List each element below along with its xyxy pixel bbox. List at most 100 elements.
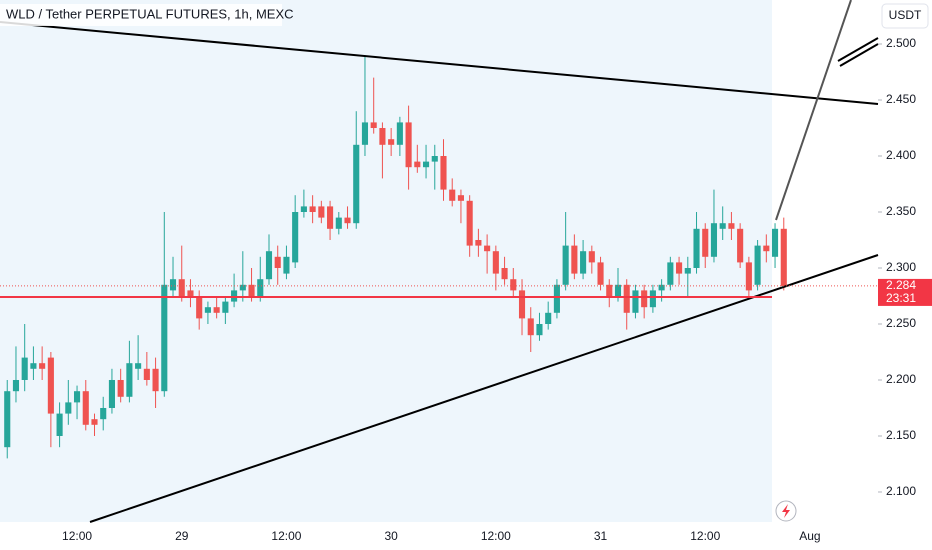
candle-body: [405, 122, 412, 168]
candle-body: [257, 279, 264, 296]
candle-body: [213, 307, 220, 313]
y-tick-label: 2.100: [886, 484, 916, 498]
countdown-label: 23:31: [886, 291, 916, 305]
candle-body: [518, 290, 526, 319]
y-tick-label: 2.400: [886, 148, 916, 162]
candle-body: [422, 161, 430, 168]
candle-body: [763, 245, 770, 252]
candle-body: [501, 267, 508, 280]
candle-body: [327, 206, 334, 229]
candle-body: [318, 206, 325, 218]
trend-line: [89, 254, 879, 523]
candle-body: [771, 228, 779, 257]
candle-body: [710, 223, 718, 257]
candle-body: [300, 206, 307, 213]
candle-body: [12, 379, 20, 392]
candle-body: [231, 290, 238, 302]
candle-body: [117, 379, 124, 397]
candle-body: [414, 161, 421, 168]
y-tick-label: 2.350: [886, 204, 916, 218]
candle-body: [545, 312, 552, 324]
candle-body: [135, 363, 142, 369]
candle-body: [588, 251, 595, 263]
currency-label[interactable]: USDT: [889, 8, 922, 22]
candle-body: [457, 195, 464, 201]
candle-body: [248, 284, 255, 296]
y-tick-label: 2.300: [886, 260, 916, 274]
y-tick-label: 2.500: [886, 36, 916, 50]
candle-body: [658, 284, 665, 291]
y-tick-label: 2.200: [886, 372, 916, 386]
candle-body: [178, 279, 185, 296]
x-tick-label: 12:00: [271, 529, 301, 543]
candle-body: [466, 200, 473, 246]
candle-body: [335, 217, 342, 229]
candle-body: [632, 290, 639, 313]
candle-body: [379, 128, 386, 145]
candle-body: [161, 284, 168, 392]
trend-line: [0, 21, 879, 105]
candle-body: [754, 245, 761, 285]
x-tick-label: 12:00: [690, 529, 720, 543]
candle-body: [571, 245, 578, 274]
arrow-line: [837, 37, 879, 62]
candle-body: [737, 228, 744, 263]
candle-body: [562, 245, 569, 285]
last-price-label: 2.284: [886, 278, 916, 292]
candle-body: [239, 284, 246, 291]
candle-body: [30, 363, 37, 369]
candle-body: [440, 156, 447, 190]
candle-body: [396, 122, 403, 145]
candle-body: [39, 363, 46, 369]
candle-body: [344, 217, 351, 224]
currency-button[interactable]: [881, 3, 929, 29]
bolt: [782, 504, 790, 518]
candle-body: [780, 228, 787, 286]
candle-body: [745, 262, 752, 291]
candle-body: [649, 290, 656, 308]
candle-body: [510, 279, 517, 291]
candle-body: [431, 156, 438, 162]
y-tick-label: 2.450: [886, 92, 916, 106]
candle-body: [527, 318, 534, 336]
candle-body: [204, 307, 211, 313]
candle-body: [265, 251, 273, 280]
candle-body: [702, 228, 709, 257]
x-tick-label: 29: [175, 529, 189, 543]
x-tick-label: 12:00: [62, 529, 92, 543]
candle-body: [676, 262, 683, 274]
last-price-box: [878, 278, 932, 306]
candle-body: [196, 295, 203, 319]
candle-body: [728, 223, 735, 229]
title-bg: [0, 4, 282, 26]
candle-body: [388, 139, 395, 145]
arrow-line: [839, 43, 879, 67]
candle-body: [361, 122, 369, 145]
candle-body: [143, 368, 150, 380]
candle-body: [370, 122, 377, 129]
candle-body: [283, 256, 290, 274]
candle-body: [222, 301, 229, 313]
candle-body: [65, 402, 72, 414]
candle-body: [449, 189, 456, 201]
candle-body: [606, 284, 613, 296]
x-tick-label: 31: [594, 529, 608, 543]
candle-body: [641, 290, 648, 308]
y-tick-label: 2.150: [886, 428, 916, 442]
candle-body: [56, 413, 63, 436]
candle-body: [614, 284, 622, 296]
candle-body: [91, 419, 98, 425]
x-tick-label: 12:00: [481, 529, 511, 543]
candle-body: [536, 323, 543, 336]
candle-body: [623, 284, 630, 313]
y-tick-label: 2.250: [886, 316, 916, 330]
candle-body: [309, 206, 316, 213]
candle-body: [100, 407, 107, 420]
x-tick-label: 30: [384, 529, 398, 543]
chart-title: WLD / Tether PERPETUAL FUTURES, 1h, MEXC: [6, 6, 294, 21]
candle-body: [597, 262, 604, 285]
candle-body: [152, 368, 159, 392]
candle-body: [353, 144, 360, 224]
